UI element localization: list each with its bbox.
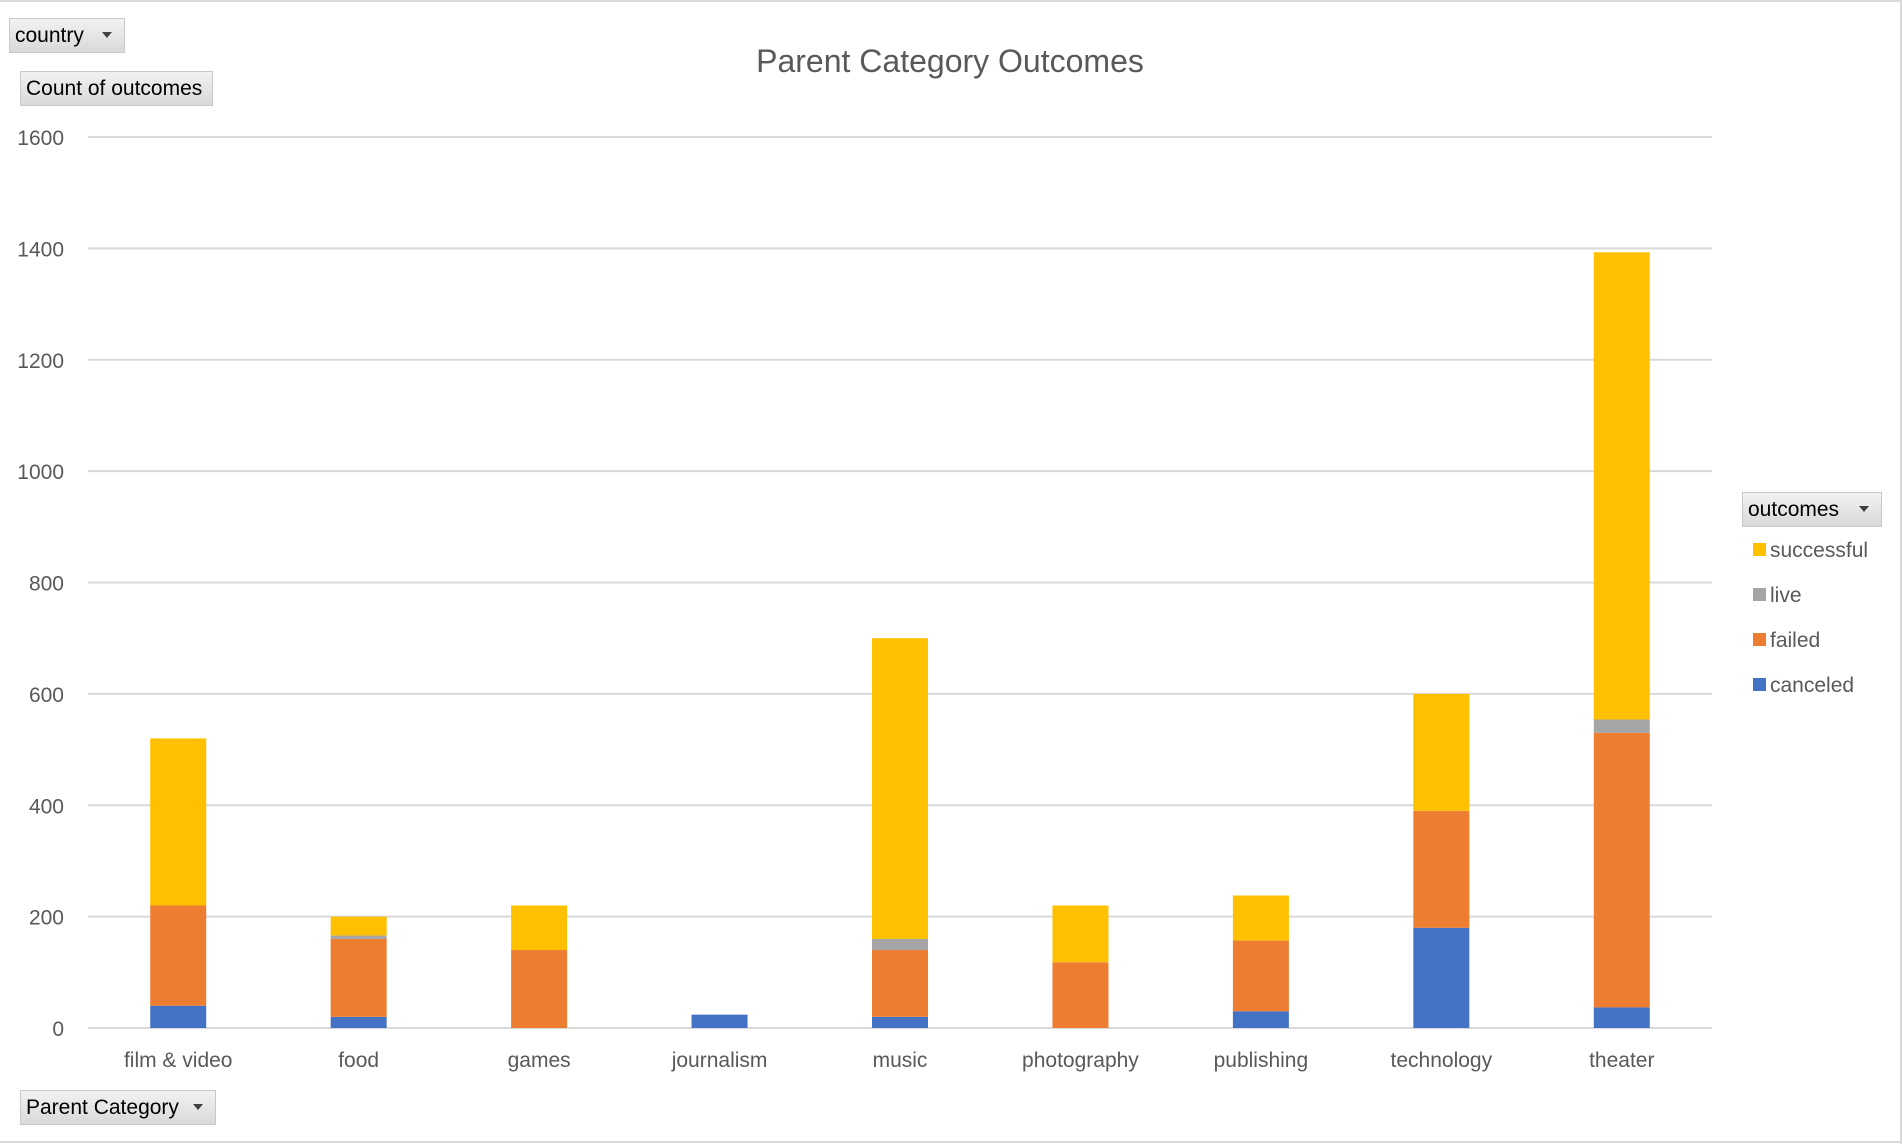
legend-swatch-failed: [1753, 633, 1766, 646]
y-tick-label: 0: [52, 1018, 64, 1041]
chart-title: Parent Category Outcomes: [756, 43, 1144, 79]
legend-label-canceled: canceled: [1770, 674, 1854, 697]
chevron-down-icon: [1859, 506, 1869, 512]
x-tick-label: photography: [1022, 1049, 1139, 1072]
y-tick-label: 400: [29, 795, 64, 818]
bar-segment-live: [330, 935, 387, 939]
legend-swatch-live: [1753, 588, 1766, 601]
bar-segment-live: [872, 938, 928, 951]
legend-swatch-canceled: [1753, 678, 1766, 691]
y-tick-label: 200: [29, 907, 64, 930]
x-tick-label: technology: [1391, 1049, 1493, 1072]
country-filter-label: country: [15, 23, 84, 47]
bar-segment-failed: [1232, 940, 1289, 1012]
x-tick-label: theater: [1589, 1049, 1654, 1072]
bar-segment-canceled: [150, 1005, 207, 1028]
y-axis-ticks: 0 200 400 600 800 1000 1200 1400 1600: [17, 127, 64, 1041]
bar-segment-live: [1593, 719, 1650, 733]
y-tick-label: 600: [29, 684, 64, 707]
bar-segment-canceled: [1593, 1007, 1650, 1028]
legend: successful live failed canceled: [1753, 539, 1868, 697]
x-tick-label: publishing: [1214, 1049, 1309, 1072]
bar-segment-failed: [511, 950, 568, 1028]
chart-right-border: [1900, 0, 1902, 1144]
values-field-button[interactable]: Count of outcomes: [20, 71, 213, 106]
bar-segment-canceled: [691, 1014, 748, 1028]
bar-segment-successful: [330, 916, 387, 936]
bar-segment-failed: [872, 950, 928, 1017]
bar-segment-canceled: [872, 1016, 928, 1028]
y-tick-label: 800: [29, 573, 64, 596]
bar-segment-canceled: [1232, 1011, 1289, 1028]
legend-label-failed: failed: [1770, 629, 1820, 652]
x-tick-label: music: [873, 1049, 928, 1072]
legend-field-label: outcomes: [1748, 497, 1840, 521]
legend-label-live: live: [1770, 584, 1802, 607]
bar-segment-canceled: [330, 1016, 387, 1028]
x-tick-label: film & video: [124, 1049, 233, 1072]
bar-segment-failed: [150, 905, 207, 1006]
values-field-label: Count of outcomes: [26, 76, 203, 100]
bar-segment-canceled: [1413, 927, 1470, 1028]
legend-field-button[interactable]: outcomes: [1742, 492, 1882, 527]
y-tick-label: 1600: [17, 127, 64, 150]
bar-segment-failed: [330, 938, 387, 1017]
bar-segment-successful: [511, 905, 568, 951]
y-tick-label: 1200: [17, 350, 64, 373]
bar-segment-failed: [1413, 810, 1470, 928]
bars: [150, 252, 1650, 1028]
legend-swatch-successful: [1753, 543, 1766, 556]
chevron-down-icon: [102, 32, 112, 38]
x-axis-ticks: film & video food games journalism music phot…: [124, 1049, 1655, 1072]
y-tick-label: 1000: [17, 461, 64, 484]
bar-segment-successful: [1052, 905, 1109, 963]
chart-bottom-border: [0, 1141, 1902, 1143]
bar-segment-failed: [1052, 962, 1109, 1028]
axis-field-label: Parent Category: [26, 1095, 179, 1119]
chevron-down-icon: [193, 1104, 203, 1110]
bar-segment-successful: [1413, 693, 1470, 811]
bar-segment-successful: [872, 638, 928, 939]
legend-label-successful: successful: [1770, 539, 1868, 562]
chart-top-border: [0, 0, 1902, 2]
axis-field-button[interactable]: Parent Category: [20, 1090, 216, 1125]
x-tick-label: journalism: [671, 1049, 768, 1072]
x-tick-label: food: [338, 1049, 379, 1072]
bar-segment-successful: [1232, 895, 1289, 941]
bar-segment-successful: [1593, 252, 1650, 720]
x-tick-label: games: [508, 1049, 571, 1072]
country-filter-button[interactable]: country: [9, 18, 125, 53]
bar-segment-failed: [1593, 732, 1650, 1008]
y-tick-label: 1400: [17, 238, 64, 261]
bar-segment-successful: [150, 738, 207, 906]
